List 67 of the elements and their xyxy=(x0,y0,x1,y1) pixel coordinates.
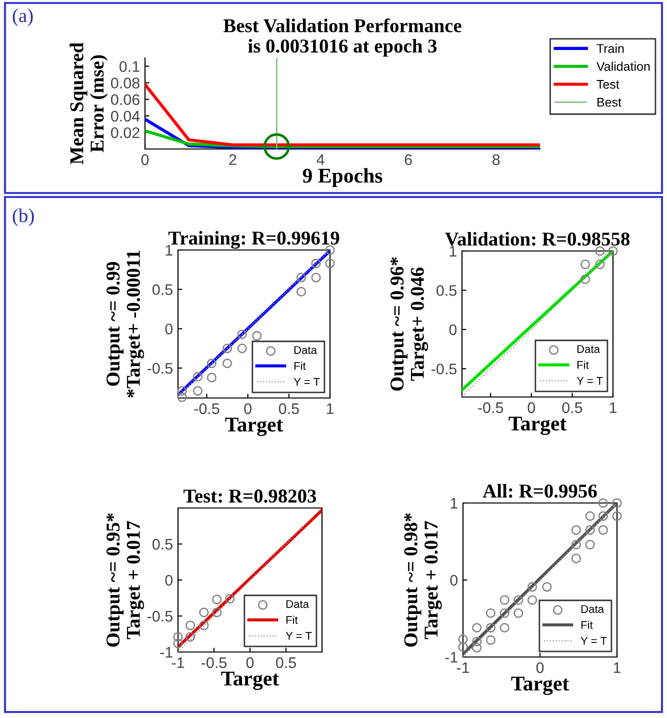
x-tick-label: 1 xyxy=(610,402,617,413)
y-tick-label: 0.1 xyxy=(120,61,140,72)
y-tick-label: 0 xyxy=(450,574,458,586)
y-tick-label: 0.5 xyxy=(152,538,172,550)
y-tick-label: 1 xyxy=(450,246,456,257)
legend-label: Y = T xyxy=(294,378,320,386)
y-tick-label: 0.02 xyxy=(111,127,140,138)
x-axis-title: Target xyxy=(511,676,570,695)
x-tick-label: -0.5 xyxy=(478,402,504,414)
legend-label: Best xyxy=(597,98,622,107)
y-tick-label: 1 xyxy=(450,498,458,509)
text: (a) xyxy=(12,8,33,26)
chart-title: Test: R=0.98203 xyxy=(184,490,316,503)
legend-label: Data xyxy=(581,605,604,613)
chart-title: Best Validation Performance is 0.0031016 at epoch 3 xyxy=(223,18,462,57)
y-tick-label: 0.5 xyxy=(436,285,456,296)
x-tick-label: 4 xyxy=(316,154,324,165)
x-tick-label: -0.5 xyxy=(194,403,220,414)
legend-label: Fit xyxy=(581,620,593,629)
legend-label: Data xyxy=(286,600,309,608)
x-tick-label: 0.5 xyxy=(562,402,582,414)
x-tick-label: 8 xyxy=(492,154,500,166)
y-axis-title: Output ~= 0.99 *Target+ -0.00011 xyxy=(106,250,144,398)
legend-label: Y = T xyxy=(286,632,312,640)
legend-label: Y = T xyxy=(576,377,603,385)
y-tick-label: -1 xyxy=(160,647,172,658)
y-tick-label: 0 xyxy=(165,324,173,334)
legend-label: Test xyxy=(596,80,620,89)
y-tick-label: 0.06 xyxy=(111,94,140,106)
x-axis-title: Target xyxy=(221,672,280,690)
legend-label: Train xyxy=(596,44,624,53)
x-tick-label: 0.5 xyxy=(276,657,296,668)
x-axis-title: Target xyxy=(508,416,567,435)
legend-label: Fit xyxy=(294,362,306,370)
y-tick-label: 0 xyxy=(165,574,173,586)
legend-label: Data xyxy=(294,346,317,354)
x-tick-label: -0.5 xyxy=(202,657,227,668)
y-axis-title: Output ~= 0.98* Target + 0.017 xyxy=(404,513,442,647)
y-axis-title: Mean Squared Error (mse) xyxy=(70,42,108,164)
x-tick-label: 0.5 xyxy=(278,403,299,414)
legend-label: Y = T xyxy=(580,637,607,645)
x-axis-title: 9 Epochs xyxy=(302,168,382,187)
y-tick-label: -0.5 xyxy=(431,364,456,374)
x-tick-label: 0 xyxy=(246,657,254,668)
x-tick-label: 1 xyxy=(614,662,621,673)
y-axis-title: Output ~= 0.95* Target + 0.017 xyxy=(106,513,144,647)
y-axis-title: Output ~= 0.96* Target+ 0.046 xyxy=(390,257,428,391)
x-axis-title: Target xyxy=(225,418,284,436)
y-tick-label: -0.5 xyxy=(147,362,172,374)
x-tick-label: 2 xyxy=(229,154,236,165)
legend-label: Data xyxy=(577,345,600,353)
text: (b) xyxy=(12,208,34,226)
legend-label: Fit xyxy=(577,360,589,369)
x-tick-label: 0 xyxy=(244,403,252,414)
y-tick-label: 0.08 xyxy=(111,78,140,89)
y-tick-label: -0.5 xyxy=(147,610,172,622)
x-tick-label: 0 xyxy=(528,402,536,414)
chart-title: Validation: R=0.98558 xyxy=(445,232,630,246)
x-tick-label: 0 xyxy=(536,662,544,674)
legend-label: Fit xyxy=(286,616,298,624)
chart-title: All: R=0.9956 xyxy=(482,484,597,498)
y-tick-label: 0 xyxy=(449,324,457,336)
y-tick-label: 0.04 xyxy=(111,110,140,122)
legend-label: Validation xyxy=(596,62,650,71)
y-tick-label: 0.5 xyxy=(152,284,172,296)
x-tick-label: 1 xyxy=(326,403,334,414)
x-tick-label: 6 xyxy=(404,154,412,166)
